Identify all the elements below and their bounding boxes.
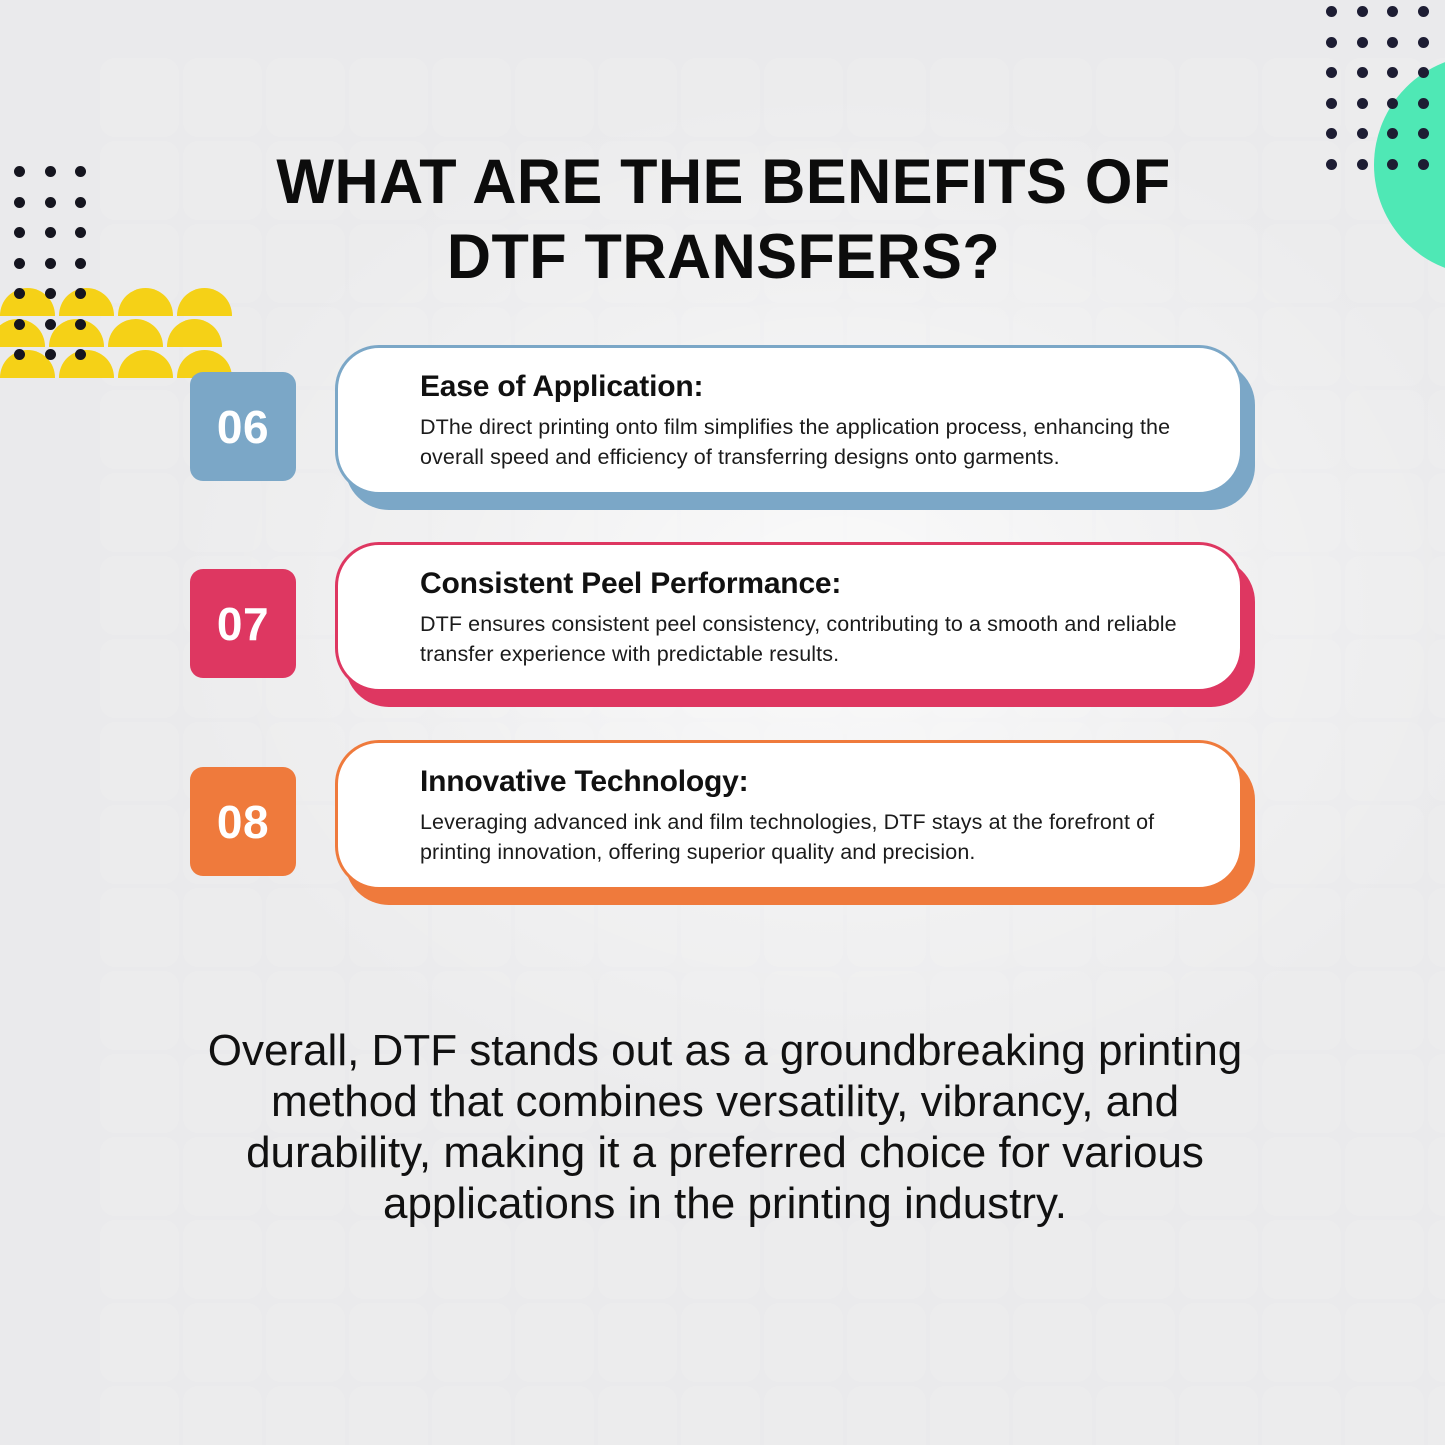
card-number-label: 06: [216, 400, 270, 453]
card-body-wrapper: Consistent Peel Performance: DTF ensures …: [335, 542, 1255, 707]
card-number-label: 08: [216, 795, 270, 848]
card-number-badge: 08: [190, 767, 296, 876]
card-number-label: 07: [216, 597, 270, 650]
card-body-wrapper: Innovative Technology: Leveraging advance…: [335, 740, 1255, 905]
page-title: WHAT ARE THE BENEFITS OF DTF TRANSFERS?: [276, 147, 1171, 292]
card-number-badge: 07: [190, 569, 296, 678]
card-description: DTF ensures consistent peel consistency,…: [420, 612, 1177, 666]
card-surface[interactable]: Ease of Application: DThe direct printing…: [335, 345, 1243, 495]
card-heading: Ease of Application:: [420, 370, 704, 403]
card-description: DThe direct printing onto film simplifie…: [420, 415, 1171, 469]
card-surface[interactable]: Innovative Technology: Leveraging advance…: [335, 740, 1243, 890]
card-heading: Consistent Peel Performance:: [420, 567, 842, 600]
benefit-card[interactable]: 06 Ease of Application: DThe direct printi…: [190, 345, 1265, 510]
card-body-wrapper: Ease of Application: DThe direct printing…: [335, 345, 1255, 510]
card-description: Leveraging advanced ink and film technol…: [420, 810, 1155, 864]
card-surface[interactable]: Consistent Peel Performance: DTF ensures …: [335, 542, 1243, 692]
benefit-card[interactable]: 08 Innovative Technology: Leveraging advan…: [190, 740, 1265, 905]
benefit-card[interactable]: 07 Consistent Peel Performance: DTF ensure…: [190, 542, 1265, 707]
card-number-badge: 06: [190, 372, 296, 481]
footer-summary-text: Overall, DTF stands out as a groundbreak…: [207, 1026, 1243, 1228]
card-heading: Innovative Technology:: [420, 765, 749, 798]
